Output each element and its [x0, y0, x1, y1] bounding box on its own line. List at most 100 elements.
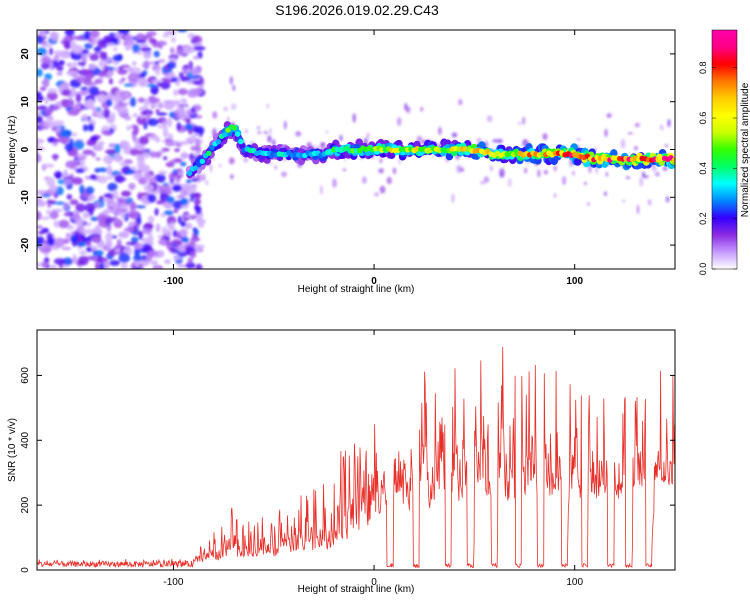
noise-blob — [158, 43, 163, 50]
noise-blob — [63, 39, 71, 49]
spectrogram-x-axis-label: Height of straight line (km) — [298, 284, 415, 295]
noise-blob — [195, 263, 203, 269]
noise-blob — [165, 229, 172, 238]
noise-blob — [117, 30, 130, 35]
spectrogram-x-tick-label: 100 — [566, 276, 583, 287]
noise-blob — [72, 254, 77, 264]
noise-blob — [179, 161, 187, 167]
noise-blob — [162, 100, 175, 104]
noise-blob — [174, 148, 181, 152]
noise-blob — [132, 43, 140, 53]
noise-blob — [67, 98, 74, 108]
noise-blob — [69, 234, 79, 243]
noise-blob — [157, 59, 166, 64]
noise-blob — [79, 184, 85, 195]
noise-blob — [243, 157, 249, 163]
noise-blob — [155, 266, 161, 269]
noise-blob — [499, 168, 505, 178]
noise-blob — [66, 70, 78, 76]
noise-blob — [56, 124, 61, 133]
noise-blob — [77, 241, 86, 248]
noise-blob — [107, 202, 116, 207]
noise-blob — [121, 77, 126, 82]
spectrogram-x-ticks: -100 0 100 — [163, 30, 583, 287]
signal-blob — [671, 157, 675, 164]
noise-blob — [196, 172, 202, 183]
noise-blob — [37, 138, 43, 144]
noise-blob — [97, 141, 105, 146]
spectrogram-y-ticks: -20 -10 0 10 20 — [20, 48, 675, 252]
noise-blob — [605, 171, 609, 177]
noise-blob — [553, 193, 557, 198]
colorbar-bar — [711, 29, 738, 270]
noise-blob — [176, 122, 182, 131]
noise-blob — [197, 220, 205, 229]
noise-blob — [230, 103, 237, 111]
noise-blob — [92, 249, 104, 256]
noise-blob — [75, 153, 88, 159]
noise-blob — [37, 95, 45, 102]
noise-blob — [606, 113, 612, 119]
noise-blob — [142, 61, 150, 69]
noise-blob — [177, 215, 183, 224]
noise-blob — [170, 36, 176, 43]
noise-blob — [379, 185, 386, 194]
snr-x-tick-label: 100 — [566, 577, 583, 588]
noise-blob — [94, 51, 101, 55]
noise-blob — [72, 132, 78, 137]
noise-blob — [44, 96, 49, 105]
noise-blob — [271, 139, 276, 146]
signal-blob — [238, 138, 244, 145]
noise-blob — [41, 193, 51, 198]
noise-blob — [227, 116, 230, 123]
noise-blob — [53, 170, 63, 179]
noise-blob — [176, 195, 185, 199]
noise-blob — [58, 219, 70, 229]
noise-blob — [84, 30, 91, 39]
noise-blob — [82, 149, 94, 155]
noise-blob — [105, 239, 113, 250]
noise-blob — [90, 136, 99, 141]
noise-blob — [667, 118, 671, 128]
noise-blob — [163, 79, 173, 83]
noise-blob — [95, 157, 101, 161]
noise-blob — [479, 180, 486, 185]
noise-blob — [83, 228, 95, 235]
noise-blob — [37, 146, 46, 151]
noise-blob — [143, 200, 150, 205]
colorbar-tick-label: 0.0 — [698, 263, 708, 276]
noise-blob — [37, 230, 46, 235]
noise-blob — [147, 215, 155, 223]
noise-blob — [144, 98, 149, 109]
noise-blob — [138, 77, 148, 87]
noise-blob — [193, 55, 199, 60]
noise-blob — [398, 157, 401, 165]
noise-blob — [158, 170, 168, 175]
noise-blob — [147, 118, 159, 127]
noise-blob — [58, 84, 64, 93]
noise-blob — [87, 197, 94, 202]
noise-blob — [143, 122, 148, 130]
noise-blob — [162, 132, 170, 138]
noise-blob — [129, 201, 137, 211]
noise-blob — [173, 208, 179, 214]
noise-blob — [77, 255, 89, 266]
noise-blob — [49, 210, 59, 220]
noise-blob — [102, 155, 114, 164]
noise-blob — [97, 214, 108, 222]
noise-blob — [166, 196, 175, 204]
noise-blob — [150, 97, 161, 104]
noise-blob — [162, 119, 168, 126]
colorbar-tick-label: 0.2 — [698, 212, 708, 225]
noise-blob — [53, 153, 58, 161]
noise-blob — [112, 54, 123, 62]
snr-y-tick-label: 0 — [20, 567, 31, 573]
noise-blob — [40, 30, 46, 38]
signal-blob — [199, 158, 206, 164]
noise-blob — [155, 250, 165, 258]
snr-y-tick-label: 200 — [20, 496, 31, 513]
noise-blob — [106, 43, 116, 47]
noise-blob — [128, 182, 136, 190]
noise-blob — [118, 231, 130, 239]
